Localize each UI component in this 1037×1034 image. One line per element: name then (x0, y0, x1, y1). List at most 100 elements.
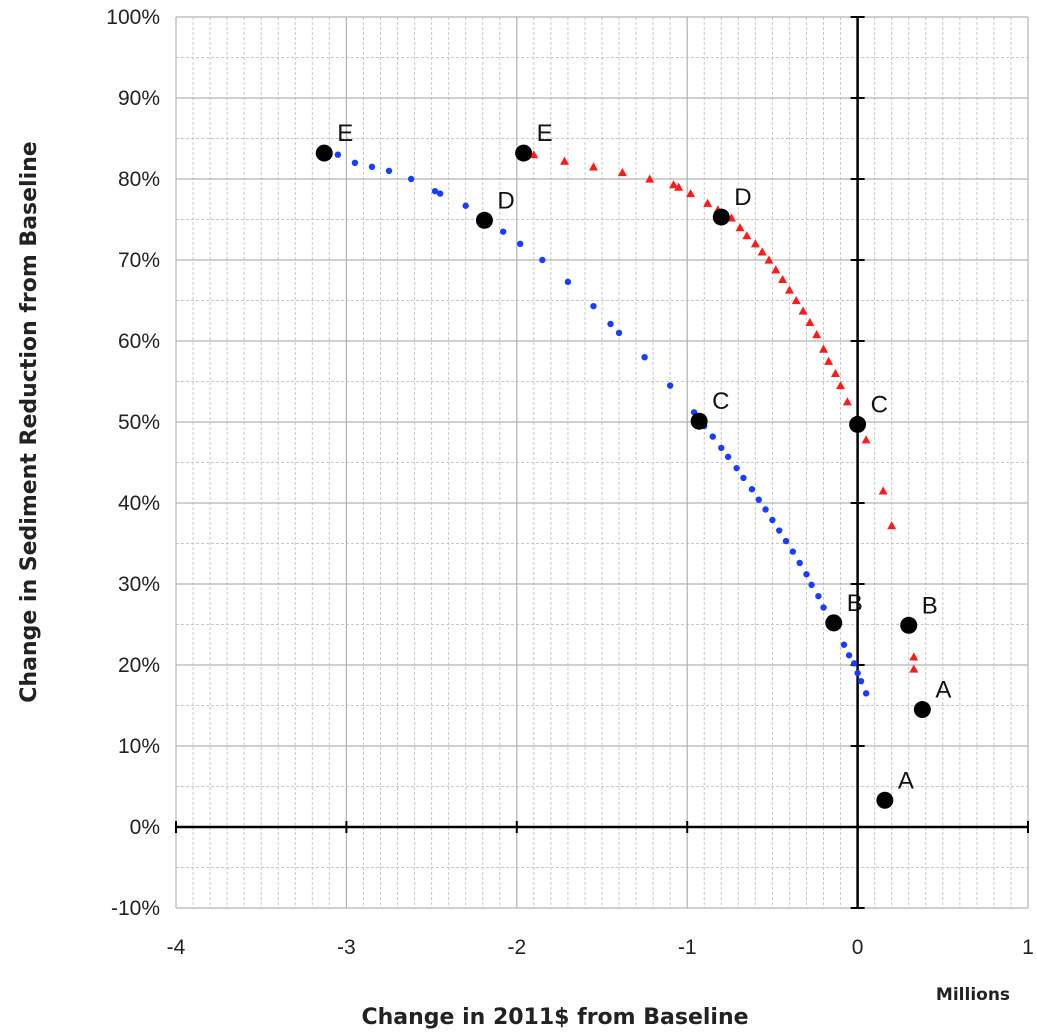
data-point (686, 189, 696, 198)
data-point (815, 592, 822, 600)
data-point (645, 174, 655, 183)
x-tick-labels: -4 -3 -2 -1 0 1 (167, 936, 1034, 959)
data-point (641, 354, 648, 361)
labeled-point (913, 701, 931, 719)
point-label: C (871, 391, 888, 418)
data-point (499, 228, 507, 235)
y-tick-label: 10% (118, 735, 160, 758)
data-point (757, 247, 767, 256)
labeled-point (876, 791, 894, 809)
y-tick-label: 20% (118, 654, 160, 677)
labeled-point (900, 616, 918, 634)
data-point (368, 163, 376, 171)
data-point (560, 156, 570, 165)
data-point (407, 175, 415, 183)
data-point (784, 285, 794, 294)
x-tick-label: 0 (852, 936, 864, 959)
data-point (764, 255, 774, 264)
y-tick-label: 90% (118, 87, 160, 110)
y-tick-label: 70% (118, 249, 160, 272)
data-point (769, 516, 776, 524)
data-point (805, 317, 815, 326)
y-axis-title: Change in Sediment Reduction from Baseli… (17, 141, 42, 702)
data-point (796, 559, 803, 567)
data-point (791, 296, 801, 305)
point-label: C (712, 388, 729, 415)
y-tick-label: 50% (118, 411, 160, 434)
x-units-label: Millions (936, 985, 1010, 1005)
data-point (830, 368, 840, 377)
data-point (887, 521, 897, 530)
point-label: E (337, 120, 353, 147)
data-point (674, 182, 684, 191)
data-point (517, 240, 524, 247)
data-point (588, 162, 598, 171)
series-1 (529, 150, 919, 673)
point-label: A (935, 677, 951, 704)
data-point (718, 444, 725, 452)
labeled-point (315, 144, 333, 162)
data-point (735, 223, 745, 232)
data-point (857, 678, 865, 685)
data-point (909, 652, 919, 661)
data-point (436, 190, 444, 197)
data-point (462, 202, 469, 209)
labeled-point (690, 412, 708, 430)
series-layer (315, 144, 931, 809)
data-point (808, 581, 815, 589)
data-point (812, 330, 822, 339)
data-point (742, 231, 752, 240)
data-point (431, 187, 439, 195)
data-point (740, 474, 747, 482)
data-point (607, 320, 614, 328)
data-point (861, 435, 871, 444)
data-point (529, 150, 539, 159)
labeled-point (825, 614, 843, 632)
labeled-point (475, 211, 493, 229)
data-point (836, 381, 846, 390)
x-tick-label: -4 (167, 936, 186, 959)
data-point (824, 356, 834, 365)
data-point (909, 664, 919, 673)
data-point (703, 198, 713, 207)
y-tick-labels: -10% 0% 10% 20% 30% 40% 50% 60% 70% 80% 90% 100% (106, 6, 160, 920)
data-point (782, 537, 790, 545)
data-point (789, 548, 797, 555)
y-tick-label: 30% (118, 573, 160, 596)
series-0 (334, 151, 870, 697)
data-point (617, 168, 627, 177)
data-point (845, 652, 853, 659)
x-tick-label: -2 (507, 936, 526, 959)
series-2 (315, 144, 931, 809)
data-point (755, 496, 762, 503)
point-label: A (898, 767, 914, 794)
data-point (709, 433, 716, 440)
data-point (666, 382, 674, 389)
data-point (878, 486, 888, 495)
labeled-point (515, 144, 533, 162)
x-axis-title: Change in 2011$ from Baseline (361, 1005, 748, 1030)
x-tick-label: -3 (337, 936, 356, 959)
point-label: B (922, 592, 938, 619)
data-point (771, 265, 781, 274)
data-point (840, 641, 848, 648)
x-tick-label: -1 (678, 936, 697, 959)
labeled-point (712, 208, 730, 226)
data-point (803, 571, 810, 578)
data-point (819, 344, 829, 353)
data-point (854, 669, 861, 677)
data-point (778, 274, 788, 284)
data-point (776, 527, 783, 534)
data-point (539, 256, 546, 264)
point-labels: E D C B A E D C B A (337, 120, 951, 794)
data-point (724, 453, 732, 461)
data-point (750, 239, 760, 248)
data-point (669, 180, 679, 189)
data-point (590, 302, 597, 310)
point-label: E (537, 120, 553, 147)
data-point (564, 278, 572, 286)
y-tick-label: 60% (118, 330, 160, 353)
data-point (733, 464, 740, 472)
y-tick-label: -10% (111, 897, 160, 920)
